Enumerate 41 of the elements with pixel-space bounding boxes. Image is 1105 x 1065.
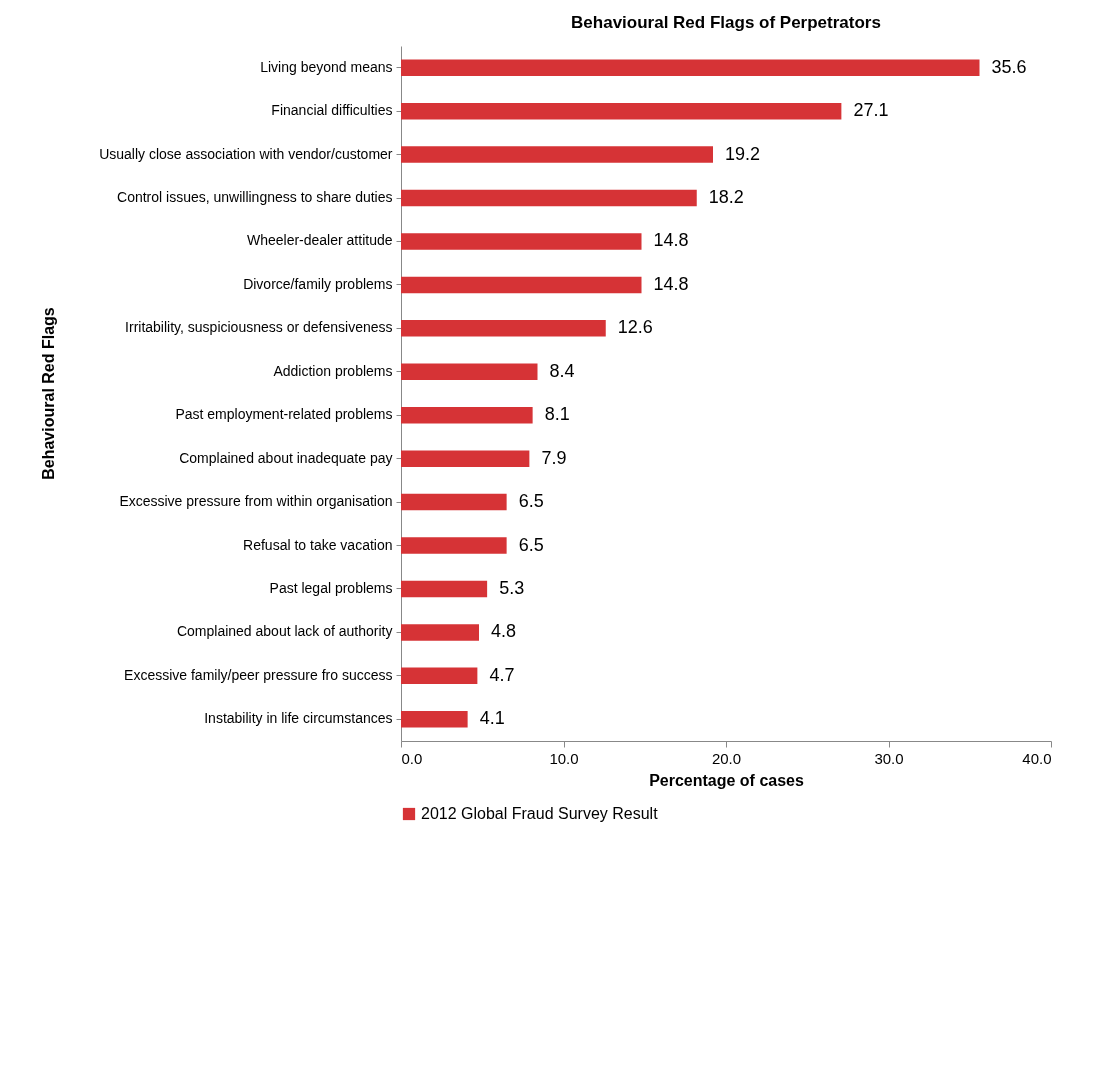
data-label: 35.6 xyxy=(991,56,1027,77)
x-tick-label: 0.0 xyxy=(401,749,423,767)
data-label: 6.5 xyxy=(518,491,544,512)
legend-label: 2012 Global Fraud Survey Result xyxy=(421,805,659,822)
data-label: 4.1 xyxy=(479,708,505,729)
y-tick-label: Instability in life circumstances xyxy=(204,710,393,727)
y-tick-label: Addiction problems xyxy=(273,362,393,379)
y-tick-label: Excessive family/peer pressure fro success xyxy=(124,666,393,683)
y-tick-label: Complained about lack of authority xyxy=(176,623,393,640)
data-label: 4.7 xyxy=(489,664,515,685)
x-tick-label: 20.0 xyxy=(711,749,742,767)
data-label: 5.3 xyxy=(499,577,525,598)
y-tick-label: Past legal problems xyxy=(269,579,393,596)
y-tick-label: Control issues, unwillingness to share duties xyxy=(117,189,393,206)
y-tick-label: Past employment-related problems xyxy=(175,406,393,423)
x-tick-label: 30.0 xyxy=(874,749,904,767)
y-tick-label: Usually close association with vendor/customer xyxy=(99,145,393,162)
data-label: 8.4 xyxy=(549,360,575,381)
data-label: 14.8 xyxy=(653,273,689,294)
data-label: 14.8 xyxy=(653,230,689,251)
y-tick-label: Wheeler-dealer attitude xyxy=(246,232,393,249)
y-tick-label: Refusal to take vacation xyxy=(243,536,393,553)
chart-title: Behavioural Red Flags of Perpetrators xyxy=(571,13,881,32)
y-tick-label: Irritability, suspiciousness or defensiveness xyxy=(125,319,393,336)
x-tick-label: 10.0 xyxy=(549,749,579,767)
x-axis-title: Percentage of cases xyxy=(649,771,804,789)
data-label: 4.8 xyxy=(491,621,517,642)
data-label: 18.2 xyxy=(708,187,744,208)
y-tick-label: Divorce/family problems xyxy=(243,275,393,292)
y-tick-label: Financial difficulties xyxy=(271,102,393,119)
data-label: 8.1 xyxy=(544,404,570,425)
y-tick-label: Excessive pressure from within organisation xyxy=(119,493,393,510)
x-tick-label: 40.0 xyxy=(1022,749,1052,767)
data-label: 7.9 xyxy=(541,447,567,468)
data-label: 27.1 xyxy=(853,100,889,121)
data-label: 12.6 xyxy=(617,317,653,338)
data-label: 6.5 xyxy=(518,534,544,555)
y-tick-label: Living beyond means xyxy=(260,58,393,75)
data-label: 19.2 xyxy=(725,143,761,164)
y-tick-label: Complained about inadequate pay xyxy=(179,449,393,466)
y-axis-title: Behavioural Red Flags xyxy=(39,307,57,480)
